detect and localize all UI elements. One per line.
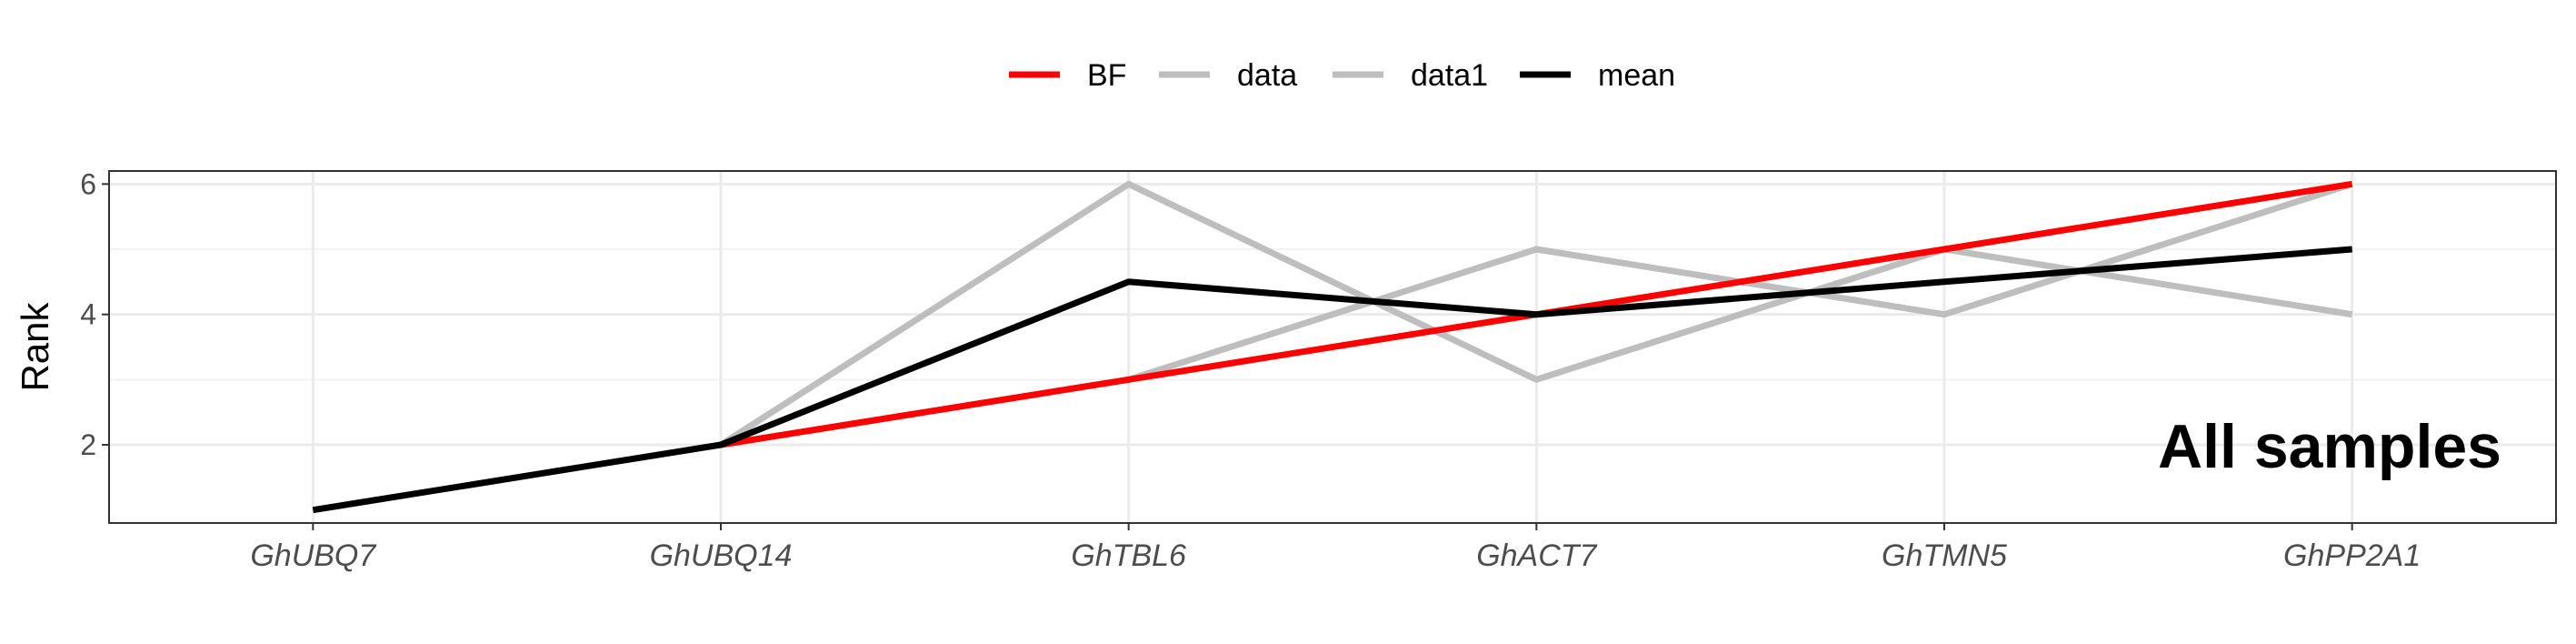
x-axis: GhUBQ7 GhUBQ14 GhTBL6 GhACT7 GhTMN5 GhPP2A1: [250, 523, 2421, 573]
legend-item-data: data: [1159, 58, 1297, 93]
legend-label-data: data: [1237, 58, 1297, 93]
y-axis-label: Rank: [14, 301, 56, 391]
y-axis: 2 4 6: [80, 167, 109, 461]
plot-border: [108, 170, 2557, 524]
gridlines: [109, 171, 2556, 523]
series-line-mean: [312, 246, 2352, 514]
legend-item-data1: data1: [1333, 58, 1488, 93]
series-lines: [312, 180, 2353, 514]
y-tick-label: 4: [80, 298, 96, 331]
x-tick-label: GhPP2A1: [2283, 538, 2421, 573]
x-tick-label: GhUBQ7: [250, 538, 376, 573]
legend-item-BF: BF: [1009, 58, 1126, 93]
legend-label-BF: BF: [1087, 58, 1126, 93]
y-tick-label: 6: [80, 167, 96, 200]
x-tick-label: GhACT7: [1476, 538, 1597, 573]
panel-annotation: All samples: [2158, 412, 2501, 481]
legend-item-mean: mean: [1520, 58, 1675, 93]
x-tick-label: GhUBQ14: [650, 538, 793, 573]
x-tick-label: GhTMN5: [1882, 538, 2007, 573]
legend-label-mean: mean: [1598, 58, 1675, 93]
legend: BF data data1 mean: [1009, 58, 1675, 93]
y-tick-label: 2: [80, 428, 96, 461]
x-tick-label: GhTBL6: [1071, 538, 1186, 573]
legend-label-data1: data1: [1411, 58, 1488, 93]
